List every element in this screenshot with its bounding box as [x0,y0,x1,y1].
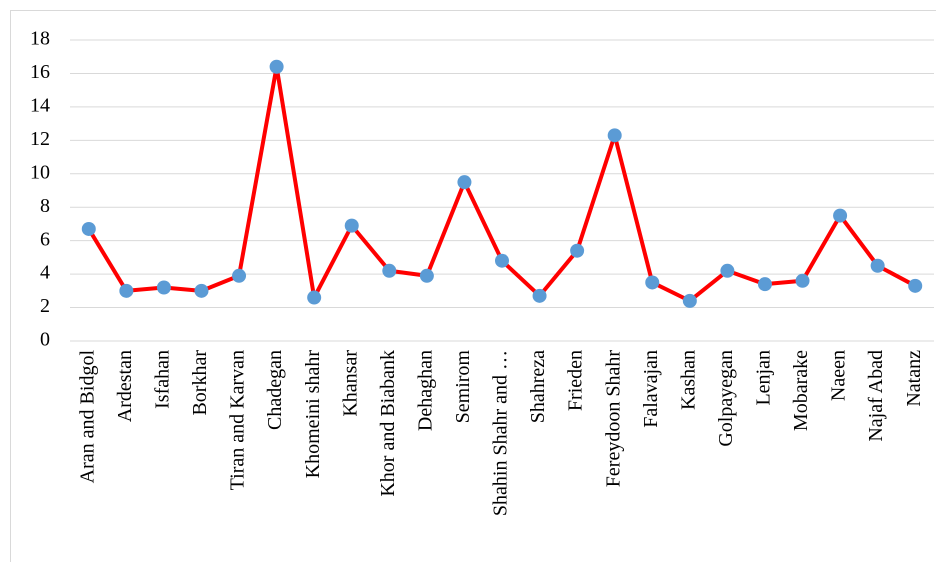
data-point [908,278,923,293]
data-point [457,175,472,190]
x-tick-label: Aran and Bidgol [76,350,98,484]
chart-frame [10,10,936,562]
x-tick-label: Naeen [828,350,850,401]
y-tick-label: 2 [40,295,50,317]
y-tick-label: 14 [30,94,50,116]
x-tick-label: Borkhar [189,350,211,416]
y-tick-label: 10 [30,161,50,183]
data-point [81,221,96,236]
y-tick-label: 8 [40,195,50,217]
data-point [757,277,772,292]
data-point [419,268,434,283]
data-point [119,283,134,298]
data-point [870,258,885,273]
x-tick-label: Najaf Abad [865,350,887,442]
data-point [682,293,697,308]
x-tick-label: Ardestan [114,350,136,422]
x-tick-label: Isfahan [152,350,174,409]
x-tick-label: Khor and Biabank [377,350,399,497]
data-point [194,283,209,298]
x-tick-label: Fereydoon Shahr [602,350,624,488]
data-point [269,59,284,74]
x-tick-label: Mobarake [790,350,812,431]
data-point [532,288,547,303]
data-point [833,208,848,223]
x-tick-label: Kashan [677,350,699,410]
x-tick-label: Dehaghan [414,350,436,431]
x-tick-label: Shahin Shahr and … [490,350,512,516]
x-tick-label: Khansar [339,350,361,417]
y-tick-label: 18 [30,28,50,50]
x-tick-label: Frieden [565,350,587,411]
x-tick-label: Falavajan [640,350,662,428]
y-tick-label: 12 [30,128,50,150]
y-tick-label: 4 [40,262,50,284]
x-tick-label: Tiran and Karvan [227,350,249,490]
y-tick-label: 0 [40,329,50,351]
data-point [382,263,397,278]
x-tick-label: Khomeini shahr [302,350,324,479]
data-point [720,263,735,278]
x-tick-label: Golpayegan [715,350,737,447]
data-point [570,243,585,258]
x-tick-label: Shahreza [527,350,549,423]
x-tick-label: Lenjan [753,350,775,406]
data-point [795,273,810,288]
y-tick-label: 6 [40,228,50,250]
data-point [307,290,322,305]
x-tick-label: Natanz [903,350,925,407]
data-point [156,280,171,295]
data-point [495,253,509,268]
data-point [607,128,622,143]
data-point [232,268,247,283]
data-point [645,275,660,290]
x-tick-label: Chadegan [264,350,286,430]
y-tick-label: 16 [30,61,50,83]
data-point [344,218,359,233]
x-tick-label: Semirom [452,350,474,424]
